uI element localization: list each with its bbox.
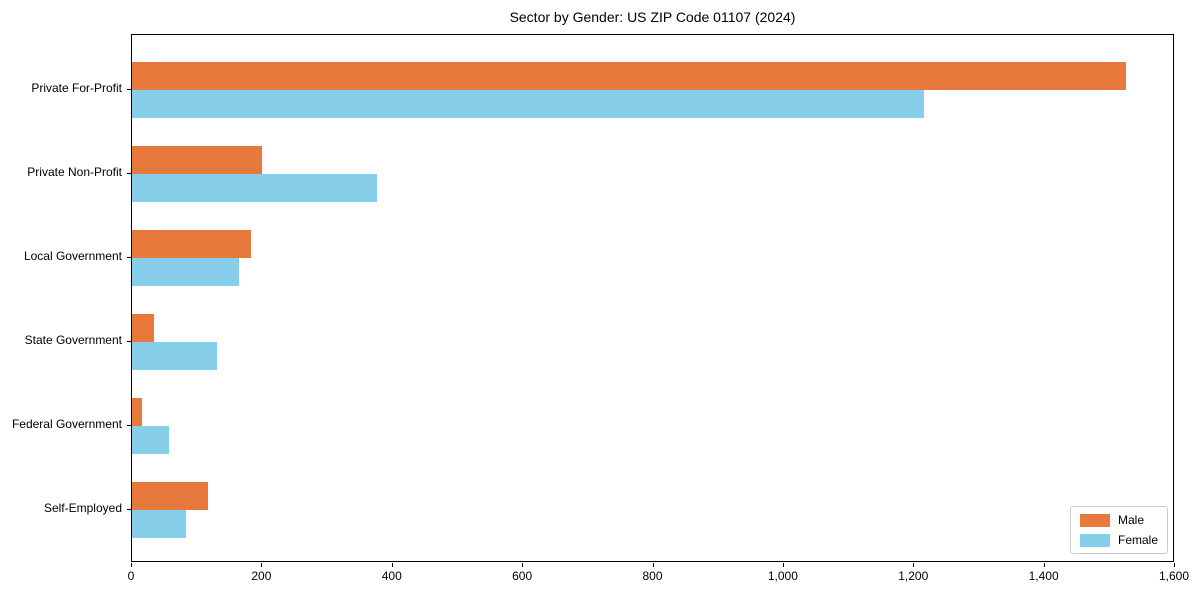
x-tick-400	[391, 563, 393, 567]
y-label-local-government: Local Government	[23, 249, 122, 263]
x-label-800: 800	[642, 569, 663, 583]
y-tick-private-for-profit	[127, 89, 131, 90]
bar-male-state-government	[132, 314, 155, 342]
bar-female-self-employed	[132, 510, 187, 538]
bar-female-state-government	[132, 342, 217, 370]
x-label-1400: 1,400	[1028, 569, 1059, 583]
y-tick-state-government	[127, 341, 131, 342]
bar-male-self-employed	[132, 482, 209, 510]
x-tick-1200	[913, 563, 915, 567]
bar-male-private-non-profit	[132, 146, 263, 174]
legend-item-female: Female	[1079, 533, 1158, 547]
x-label-400: 400	[381, 569, 402, 583]
y-label-federal-government: Federal Government	[11, 417, 122, 431]
bar-female-federal-government	[132, 426, 170, 454]
x-tick-800	[652, 563, 654, 567]
x-label-1600: 1,600	[1158, 569, 1190, 583]
x-tick-1600	[1174, 563, 1175, 567]
legend-swatch-male	[1079, 513, 1110, 527]
bar-male-federal-government	[132, 398, 143, 426]
y-tick-private-non-profit	[127, 173, 131, 174]
x-label-1000: 1,000	[767, 569, 798, 583]
x-label-600: 600	[512, 569, 533, 583]
bar-female-local-government	[132, 258, 239, 286]
x-label-1200: 1,200	[898, 569, 929, 583]
bar-male-private-for-profit	[132, 62, 1127, 90]
x-tick-0	[131, 563, 132, 567]
legend-label-female: Female	[1117, 533, 1158, 547]
y-tick-local-government	[127, 257, 131, 258]
bar-female-private-for-profit	[132, 90, 925, 118]
x-label-200: 200	[251, 569, 272, 583]
legend-label-male: Male	[1117, 513, 1144, 527]
x-label-0: 0	[127, 569, 135, 583]
legend: Male Female	[1069, 506, 1168, 554]
legend-swatch-female	[1079, 533, 1110, 547]
y-tick-self-employed	[127, 509, 131, 510]
plot-area: Male Female	[131, 34, 1174, 562]
x-tick-200	[261, 563, 263, 567]
x-tick-1000	[782, 563, 784, 567]
x-tick-1400	[1043, 563, 1045, 567]
y-label-state-government: State Government	[24, 333, 122, 347]
y-label-self-employed: Self-Employed	[43, 501, 122, 515]
bar-male-local-government	[132, 230, 252, 258]
y-label-private-non-profit: Private Non-Profit	[27, 165, 122, 179]
legend-item-male: Male	[1079, 513, 1158, 527]
x-tick-600	[522, 563, 524, 567]
y-label-private-for-profit: Private For-Profit	[31, 81, 122, 95]
y-tick-federal-government	[127, 425, 131, 426]
bar-female-private-non-profit	[132, 174, 378, 202]
chart-title: Sector by Gender: US ZIP Code 01107 (202…	[509, 9, 796, 25]
